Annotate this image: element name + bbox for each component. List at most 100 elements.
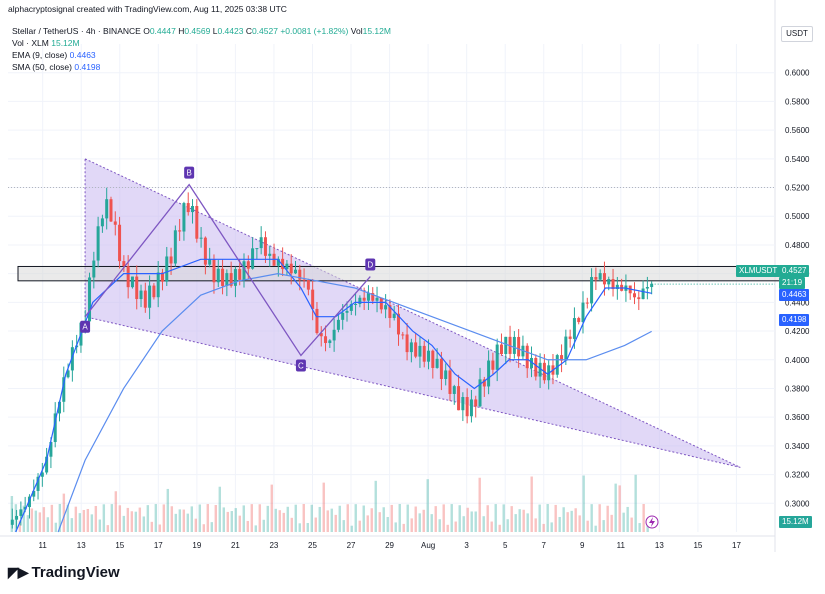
volume-bar bbox=[78, 513, 82, 532]
wedge-pattern bbox=[84, 158, 741, 468]
vol-label: Vol bbox=[350, 26, 363, 36]
candle-body bbox=[590, 277, 594, 304]
volume-bar bbox=[410, 518, 413, 532]
volume-bar bbox=[530, 476, 533, 532]
candle-body bbox=[70, 347, 74, 371]
volume-bar bbox=[594, 525, 597, 532]
candle-body bbox=[109, 199, 113, 222]
volume-bar bbox=[398, 504, 401, 532]
candle-body bbox=[452, 386, 456, 394]
x-tick-label: 29 bbox=[385, 541, 394, 550]
chart-credit: alphacryptosignal created with TradingVi… bbox=[8, 4, 287, 14]
volume-bar bbox=[634, 474, 637, 532]
candle-body bbox=[538, 362, 542, 377]
candle-body bbox=[568, 336, 572, 339]
volume-bar bbox=[278, 510, 281, 532]
volume-bar bbox=[70, 518, 74, 532]
volume-bar bbox=[122, 515, 126, 532]
volume-bar bbox=[138, 507, 142, 532]
candle-body bbox=[294, 269, 298, 274]
y-tick-label: 0.3600 bbox=[785, 413, 810, 422]
x-tick-label: 23 bbox=[269, 541, 278, 550]
x-tick-label: Aug bbox=[421, 541, 435, 550]
lightning-icon-bolt bbox=[649, 517, 655, 527]
vol-value: 15.12M bbox=[362, 26, 391, 36]
candle-body bbox=[418, 345, 422, 357]
pattern-label-box bbox=[80, 320, 91, 333]
sma-label: SMA (50, close) bbox=[12, 62, 72, 72]
volume-bar bbox=[234, 508, 237, 532]
volume-legend-row[interactable]: Vol · XLM 15.12M bbox=[12, 38, 80, 48]
sma-value: 0.4198 bbox=[74, 62, 101, 72]
candle-body bbox=[225, 273, 229, 286]
candle-body bbox=[512, 336, 516, 354]
candle-body bbox=[439, 358, 443, 379]
volume-bar bbox=[242, 505, 245, 532]
volume-bar bbox=[502, 504, 505, 532]
candle-body bbox=[53, 413, 57, 443]
volume-bar bbox=[422, 509, 425, 532]
pattern-label-c: C bbox=[295, 359, 306, 372]
ema-label: EMA (9, close) bbox=[12, 50, 68, 60]
pattern-label-box bbox=[295, 359, 306, 372]
candle-body bbox=[259, 237, 263, 249]
sma-line bbox=[57, 273, 652, 533]
volume-bar bbox=[478, 477, 481, 532]
volume-bar bbox=[354, 504, 357, 532]
open-value: 0.4447 bbox=[149, 26, 176, 36]
volume-bar bbox=[110, 504, 114, 532]
candle-body bbox=[349, 304, 353, 311]
volume-bar bbox=[598, 504, 601, 532]
volume-bar bbox=[430, 514, 433, 532]
volume-bar bbox=[38, 512, 42, 532]
volume-bar bbox=[578, 515, 581, 532]
volume-bar bbox=[274, 508, 277, 532]
candle-body bbox=[324, 336, 328, 344]
volume-bar bbox=[194, 518, 197, 532]
candle-body bbox=[465, 397, 469, 417]
volume-bar bbox=[202, 524, 205, 532]
volume-bar bbox=[370, 508, 373, 532]
pattern-label-b: B bbox=[184, 166, 195, 179]
volume-bar bbox=[434, 506, 437, 532]
volume-bar bbox=[374, 480, 377, 532]
currency-button[interactable]: USDT bbox=[781, 26, 813, 42]
candle-body bbox=[10, 519, 14, 525]
y-tick-label: 0.3400 bbox=[785, 442, 810, 451]
symbol-title[interactable]: Stellar / TetherUS · 4h · BINANCE bbox=[12, 26, 141, 36]
candle-body bbox=[126, 266, 130, 288]
x-tick-label: 17 bbox=[732, 541, 741, 550]
candle-body bbox=[401, 334, 405, 336]
sma-legend-row[interactable]: SMA (50, close) 0.4198 bbox=[12, 62, 100, 72]
ema-line bbox=[15, 258, 652, 533]
candle-body bbox=[32, 490, 36, 497]
volume-bar bbox=[302, 504, 305, 532]
candle-body bbox=[487, 360, 491, 387]
tradingview-logo[interactable]: ◤▶ TradingView bbox=[8, 564, 120, 581]
ema-price-tag: 0.4463 bbox=[779, 289, 810, 301]
candle-body bbox=[182, 203, 186, 232]
y-tick-label: 0.3000 bbox=[785, 499, 810, 508]
y-tick-label: 0.3800 bbox=[785, 384, 810, 393]
candle-body bbox=[354, 303, 358, 305]
candle-body bbox=[478, 379, 482, 407]
candle-body bbox=[199, 237, 203, 239]
volume-bar bbox=[146, 505, 150, 532]
candle-body bbox=[431, 350, 435, 368]
candle-body bbox=[517, 336, 521, 357]
volume-bar bbox=[534, 518, 537, 532]
ema-legend-row[interactable]: EMA (9, close) 0.4463 bbox=[12, 50, 96, 60]
candle-body bbox=[255, 248, 259, 250]
volume-bar bbox=[362, 505, 365, 532]
y-tick-label: 0.5200 bbox=[785, 184, 810, 193]
x-tick-label: 25 bbox=[308, 541, 317, 550]
volume-bar bbox=[222, 507, 225, 532]
volume-bar bbox=[182, 509, 186, 532]
x-tick-label: 13 bbox=[655, 541, 664, 550]
candle-body bbox=[57, 401, 61, 414]
volume-bar bbox=[426, 479, 429, 532]
candle-body bbox=[27, 496, 31, 508]
volume-bar bbox=[258, 504, 261, 532]
close-label: C bbox=[245, 26, 252, 36]
